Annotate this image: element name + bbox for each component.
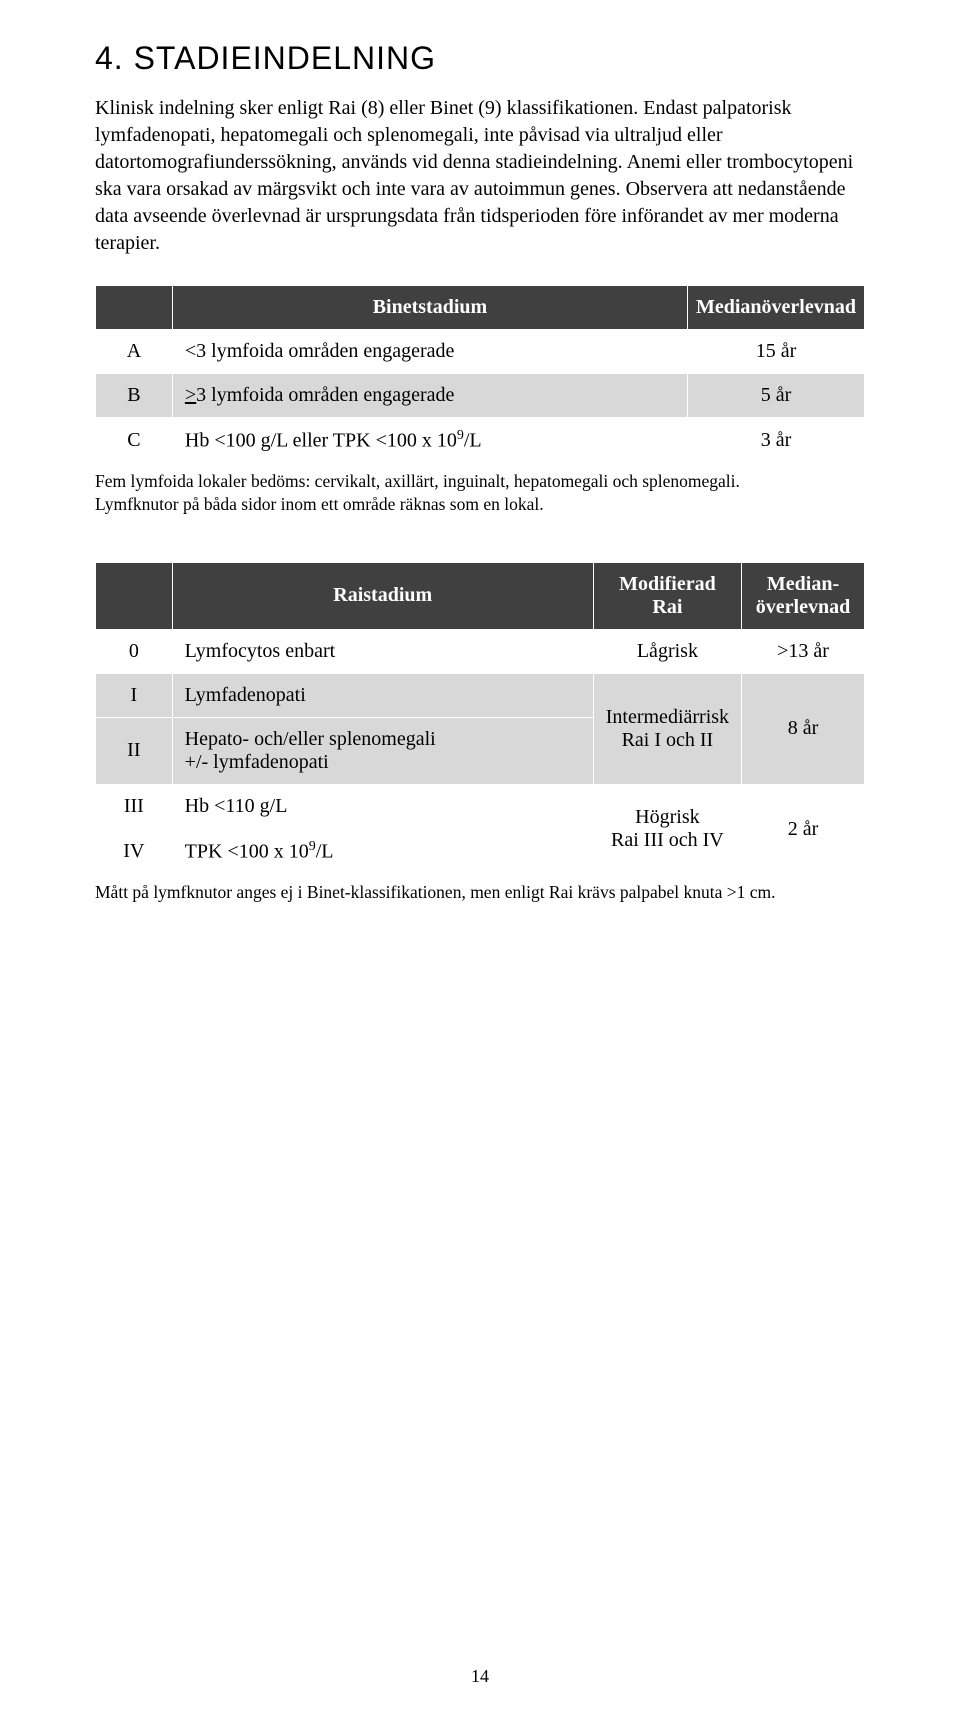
rai-stage: IV <box>96 828 173 874</box>
rai-header-mod: Modifierad Rai <box>593 562 741 629</box>
rai-table: Raistadium Modifierad Rai Median- överle… <box>95 562 865 875</box>
binet-header-stage <box>96 286 173 330</box>
binet-header-desc: Binetstadium <box>172 286 687 330</box>
rai-header-rai: Raistadium <box>172 562 593 629</box>
rai-mod: Intermediärrisk Rai I och II <box>593 673 741 784</box>
rai-desc: Lymfadenopati <box>172 673 593 717</box>
rai-mod: Lågrisk <box>593 629 741 673</box>
binet-desc: Hb <100 g/L eller TPK <100 x 109/L <box>172 418 687 464</box>
rai-header-stage <box>96 562 173 629</box>
binet-surv: 3 år <box>688 418 865 464</box>
binet-surv: 5 år <box>688 374 865 418</box>
rai-mod: Högrisk Rai III och IV <box>593 784 741 874</box>
binet-desc: <3 lymfoida områden engagerade <box>172 330 687 374</box>
rai-caption: Mått på lymfknutor anges ej i Binet-klas… <box>95 881 865 905</box>
table-row: I Lymfadenopati Intermediärrisk Rai I oc… <box>96 673 865 717</box>
rai-stage: 0 <box>96 629 173 673</box>
rai-surv: 2 år <box>742 784 865 874</box>
rai-stage: II <box>96 717 173 784</box>
rai-surv: >13 år <box>742 629 865 673</box>
intro-paragraph: Klinisk indelning sker enligt Rai (8) el… <box>95 95 865 257</box>
page-number: 14 <box>0 1666 960 1687</box>
rai-header-surv: Median- överlevnad <box>742 562 865 629</box>
table-row: C Hb <100 g/L eller TPK <100 x 109/L 3 å… <box>96 418 865 464</box>
binet-surv: 15 år <box>688 330 865 374</box>
rai-surv: 8 år <box>742 673 865 784</box>
binet-table: Binetstadium Medianöverlevnad A <3 lymfo… <box>95 285 865 464</box>
table-row: 0 Lymfocytos enbart Lågrisk >13 år <box>96 629 865 673</box>
table-row: III Hb <110 g/L Högrisk Rai III och IV 2… <box>96 784 865 828</box>
section-number: 4. <box>95 40 124 76</box>
rai-desc: TPK <100 x 109/L <box>172 828 593 874</box>
binet-caption: Fem lymfoida lokaler bedöms: cervikalt, … <box>95 470 865 517</box>
rai-stage: III <box>96 784 173 828</box>
binet-desc: >3 lymfoida områden engagerade <box>172 374 687 418</box>
binet-header-surv: Medianöverlevnad <box>688 286 865 330</box>
rai-desc: Lymfocytos enbart <box>172 629 593 673</box>
binet-stage: A <box>96 330 173 374</box>
binet-stage: C <box>96 418 173 464</box>
table-row: A <3 lymfoida områden engagerade 15 år <box>96 330 865 374</box>
rai-desc: Hb <110 g/L <box>172 784 593 828</box>
section-heading: 4. STADIEINDELNING <box>95 40 865 77</box>
binet-stage: B <box>96 374 173 418</box>
rai-desc: Hepato- och/eller splenomegali +/- lymfa… <box>172 717 593 784</box>
section-title: STADIEINDELNING <box>134 40 436 76</box>
rai-stage: I <box>96 673 173 717</box>
table-row: B >3 lymfoida områden engagerade 5 år <box>96 374 865 418</box>
